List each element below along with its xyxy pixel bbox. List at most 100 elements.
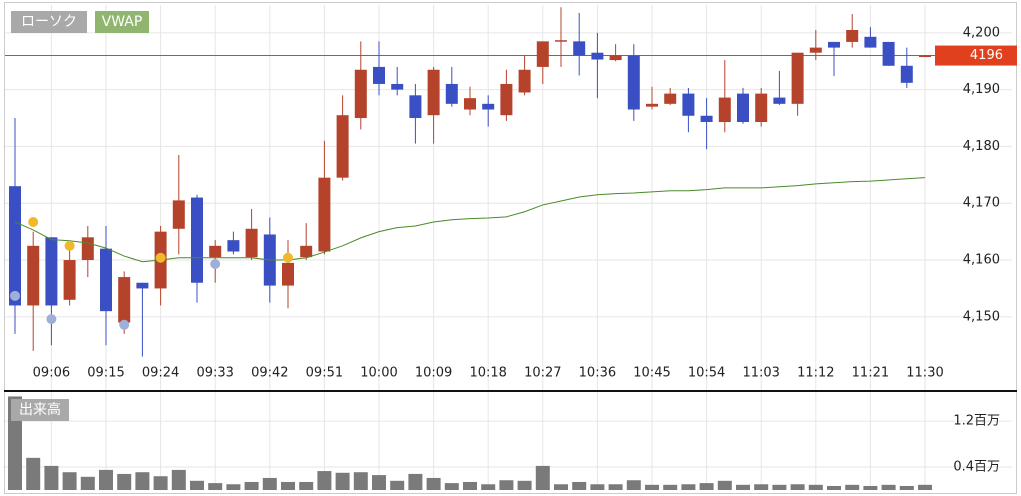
candle-body bbox=[500, 83, 513, 116]
candle-body bbox=[409, 95, 422, 119]
volume-bar bbox=[444, 483, 459, 490]
volume-bar bbox=[208, 483, 223, 490]
candle-body bbox=[518, 69, 531, 93]
y-tick-label: 0.4百万 bbox=[953, 460, 1000, 475]
volume-bar bbox=[918, 484, 932, 490]
volume-bar bbox=[390, 480, 405, 490]
candle-body bbox=[773, 97, 786, 104]
x-tick-label: 10:36 bbox=[579, 366, 616, 381]
volume-bar bbox=[572, 481, 587, 490]
candle-body bbox=[336, 115, 349, 178]
volume-bar bbox=[335, 472, 350, 490]
volume-bar bbox=[736, 484, 750, 490]
y-tick-label: 4,190 bbox=[963, 82, 1000, 97]
candle-body bbox=[700, 115, 713, 123]
frame bbox=[4, 2, 1017, 494]
x-tick-label: 10:18 bbox=[469, 366, 506, 381]
x-tick-label: 11:21 bbox=[852, 366, 889, 381]
x-tick-label: 11:03 bbox=[742, 366, 779, 381]
volume-bar bbox=[281, 481, 295, 490]
volume-bar bbox=[808, 484, 823, 490]
x-tick-label: 09:51 bbox=[306, 366, 343, 381]
volume-bar bbox=[881, 484, 896, 490]
candle-body bbox=[209, 245, 222, 258]
candle-body bbox=[919, 55, 931, 58]
volume-bar bbox=[353, 472, 368, 490]
candle-body bbox=[282, 262, 294, 286]
signal-dot bbox=[119, 319, 130, 330]
signal-dot bbox=[283, 252, 293, 263]
signal-dot bbox=[46, 314, 57, 325]
volume-bar bbox=[699, 483, 714, 490]
signal-dot bbox=[10, 290, 20, 301]
volume-bar bbox=[408, 473, 423, 490]
volume-bar bbox=[590, 484, 605, 490]
candle-body bbox=[191, 197, 203, 283]
x-tick-label: 10:09 bbox=[415, 366, 452, 381]
volume-bar bbox=[626, 480, 641, 490]
volume-bar bbox=[499, 480, 514, 490]
x-tick-label: 10:00 bbox=[360, 366, 397, 381]
candle-body bbox=[864, 36, 877, 48]
volume-bar bbox=[827, 485, 841, 490]
candle-body bbox=[591, 52, 604, 60]
y-tick-label: 4,180 bbox=[963, 139, 1000, 154]
panel-label-box bbox=[11, 399, 69, 421]
volume-bar bbox=[863, 485, 878, 490]
candle-body bbox=[63, 260, 76, 300]
volume-bar bbox=[681, 484, 696, 490]
candle-body bbox=[373, 66, 385, 84]
candle-body bbox=[100, 248, 112, 312]
volume-bar bbox=[299, 481, 314, 490]
x-tick-label: 11:12 bbox=[797, 366, 834, 381]
volume-bar bbox=[754, 484, 769, 490]
y-tick-label: 4,160 bbox=[963, 253, 1000, 268]
candle-body bbox=[354, 69, 367, 119]
volume-bar bbox=[663, 484, 678, 490]
vwap-line bbox=[14, 177, 926, 263]
candle-body bbox=[664, 93, 677, 104]
candle-body bbox=[118, 277, 131, 323]
candle-body bbox=[245, 228, 258, 258]
volume-bar bbox=[517, 480, 532, 490]
candle-body bbox=[464, 98, 476, 110]
y-tick-label: 4,170 bbox=[963, 196, 1000, 211]
candle-body bbox=[9, 186, 21, 306]
legend-box bbox=[11, 11, 87, 33]
legend-box bbox=[95, 11, 149, 33]
volume-bar bbox=[117, 473, 132, 490]
volume-bar bbox=[426, 477, 441, 490]
candle-body bbox=[718, 97, 731, 123]
volume-bar bbox=[645, 484, 659, 490]
legend-label: VWAP bbox=[102, 14, 143, 30]
volume-bar bbox=[790, 484, 805, 490]
volume-bar bbox=[772, 484, 787, 490]
candle-body bbox=[391, 83, 404, 90]
volume-bar bbox=[171, 469, 186, 490]
volume-bar bbox=[262, 477, 277, 490]
candle-body bbox=[536, 41, 549, 67]
candle-body bbox=[809, 47, 822, 53]
volume-bar bbox=[372, 475, 386, 490]
volume-bar bbox=[99, 469, 113, 490]
volume-bar bbox=[135, 472, 150, 490]
candle-body bbox=[755, 93, 768, 123]
candle-body bbox=[791, 52, 804, 104]
candle-body bbox=[318, 177, 331, 252]
candle-body bbox=[300, 245, 313, 258]
volume-bar bbox=[44, 465, 59, 490]
volume-bar bbox=[244, 481, 259, 490]
x-tick-label: 10:27 bbox=[524, 366, 561, 381]
x-tick-label: 09:15 bbox=[87, 366, 124, 381]
x-tick-label: 09:06 bbox=[33, 366, 70, 381]
legend-label: ローソク bbox=[21, 14, 77, 30]
volume-bar bbox=[481, 484, 496, 490]
x-tick-label: 10:54 bbox=[688, 366, 725, 381]
candle-body bbox=[172, 200, 185, 229]
volume-bar bbox=[554, 484, 568, 490]
candle-body bbox=[136, 282, 149, 289]
volume-bar bbox=[317, 471, 332, 490]
candle-body bbox=[828, 41, 840, 48]
x-tick-label: 09:42 bbox=[251, 366, 288, 381]
